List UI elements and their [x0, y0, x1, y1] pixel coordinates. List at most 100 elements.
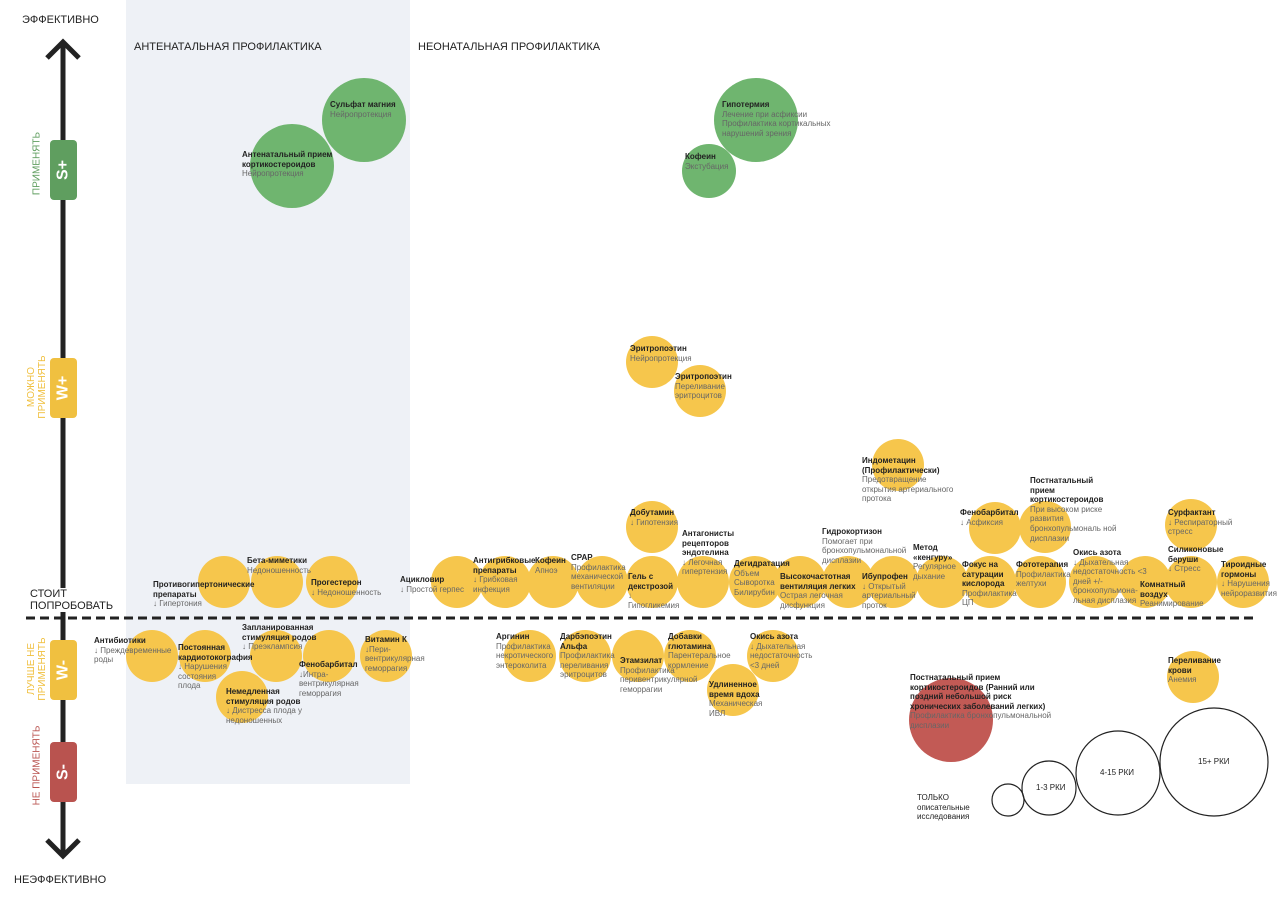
bubble-text: ↓ Дистресса плода у недоношенных — [226, 706, 303, 725]
bubble-text: ↓Интра-вентрикулярная геморрагия — [299, 669, 359, 698]
bubble — [1019, 501, 1071, 553]
bubble-label: Гель с декстрозой ↓ Гипогликемия — [628, 572, 683, 610]
bubble-label: Сурфактант ↓ Респираторный стресс — [1168, 508, 1238, 537]
bubble-text: Нейропротекция — [330, 109, 392, 119]
bubble-title: Фототерапия — [1016, 560, 1069, 569]
bubble — [126, 630, 178, 682]
bubble-title: Удлиненное время вдоха — [709, 680, 760, 699]
bubble-label: Фенобарбитал ↓ Асфиксия — [960, 508, 1020, 527]
bubble — [504, 630, 556, 682]
bubble-text: Профилактика желтухи — [1016, 569, 1071, 589]
bubble — [664, 630, 716, 682]
bubble-label: Гипотермия Лечение при асфиксии Профилакт… — [722, 100, 837, 138]
zone-badge-label: S+ — [55, 160, 72, 180]
bubble — [867, 556, 919, 608]
bubble-label: Тироидные гормоны ↓ Нарушения нейроразвит… — [1221, 560, 1279, 598]
bubble-text: Реанимирование — [1140, 599, 1204, 609]
bubble-title: Противогипертонические препараты — [153, 580, 255, 599]
bubble — [872, 439, 924, 491]
bubble — [1014, 556, 1066, 608]
bubble-text: ↓ Недоношенность — [311, 587, 382, 597]
bubble-text: Парентеральное кормление — [668, 651, 731, 670]
bubble-label: Противогипертонические препараты ↓ Гиперт… — [153, 580, 255, 609]
bubble-text: ↓ Гипогликемия — [628, 591, 680, 610]
bubble-label: Немедленная стимуляция родов ↓ Дистресса … — [226, 687, 306, 725]
bubble-label: Бета-миметики Недоношенность — [247, 556, 317, 575]
bubble — [1217, 556, 1269, 608]
bubble-text: Нейропротекция — [242, 169, 304, 179]
legend-label: 1-3 РКИ — [1036, 783, 1066, 792]
bubble — [559, 630, 611, 682]
bubble-title: Запланированная стимуляция родов — [242, 623, 317, 642]
bubble-title: Метод «кенгуру» — [913, 543, 953, 562]
bubble-label: Прогестерон ↓ Недоношенность — [311, 578, 386, 597]
bubble-label: Постнатальный прием кортикостероидов (Ра… — [910, 673, 1060, 731]
bubble-title: Фокус на сатурации кислорода — [962, 560, 1005, 589]
bubble-title: Силиконовые беруши — [1168, 545, 1224, 564]
bubble-label: Удлиненное время вдоха Механическая ИВЛ — [709, 680, 769, 718]
bubble-text: ↓ Простой герпес — [400, 584, 465, 594]
bubble-text: Помогает при бронхопульмональной дисплаз… — [822, 536, 907, 565]
bubble-text: Механическая ИВЛ — [709, 699, 763, 718]
bubble-title: Гидрокортизон — [822, 527, 883, 536]
bubble-title: Постнатальный прием кортикостероидов — [1030, 476, 1104, 505]
zone-label: ЛУЧШЕ НЕ ПРИМЕНЯТЬ — [26, 637, 48, 701]
bubble — [479, 556, 531, 608]
bubble-title: Эритропоэтин — [675, 372, 732, 381]
bubble — [216, 671, 268, 723]
zone-badge-label: S- — [55, 764, 72, 780]
bubble-label: Этамзилат Профилактика перивентрикулярной… — [620, 656, 700, 694]
bubble-label: Фототерапия Профилактика желтухи — [1016, 560, 1071, 589]
bubble — [774, 556, 826, 608]
axis-top: ЭФФЕКТИВНО — [22, 14, 99, 26]
zone-label: ПРИМЕНЯТЬ — [31, 131, 43, 196]
bubble-title: Прогестерон — [311, 578, 362, 587]
bubble — [626, 556, 678, 608]
legend-circle — [991, 783, 1025, 817]
bubble-label: Добавки глютамина Парентеральное кормлени… — [668, 632, 743, 670]
bubble-text: Нейропротекция — [630, 353, 692, 363]
bubble-title: Добутамин — [630, 508, 675, 517]
bubble — [674, 365, 726, 417]
legend-circle — [1075, 730, 1161, 816]
axis-bottom: НЕЭФФЕКТИВНО — [14, 874, 107, 886]
bubble-title: Индометацин (Профилактически) — [862, 456, 940, 475]
bubble-title: Немедленная стимуляция родов — [226, 687, 301, 706]
bubble — [916, 556, 968, 608]
bubble-label: Постоянная кардиотокография ↓ Нарушения с… — [178, 643, 253, 691]
bubble — [179, 630, 231, 682]
bubble-title: Дарбэпоэтин Альфа — [560, 632, 612, 651]
bubble-title: Фенобарбитал — [299, 660, 358, 669]
bubble-text: Профилактика механической вентиляции — [571, 562, 626, 591]
bubble-title: Переливание крови — [1168, 656, 1221, 675]
legend-label: ТОЛЬКО описательные исследования — [917, 793, 970, 822]
bubble-title: Этамзилат — [620, 656, 663, 665]
bubble-text: ↓ Нарушения нейроразвития — [1221, 579, 1277, 598]
bubble-label: Витамин К ↓Пери-вентрикулярная геморрагия — [365, 635, 430, 673]
bubble-label: Дегидратация Объем Сыворотка Билирубин — [734, 559, 790, 597]
bubble-text: Профилактика ЦП — [962, 588, 1017, 608]
bubble — [677, 556, 729, 608]
bubble-text: Предотвращение открытия артериального пр… — [862, 475, 954, 504]
bubble-text: Профилактика некротического энтероколита — [496, 641, 554, 670]
bubble-title: Аргинин — [496, 632, 530, 641]
bubble — [1119, 556, 1171, 608]
bubble-text: Переливание эритроцитов — [675, 381, 725, 401]
bubble — [969, 502, 1021, 554]
bubble-label: Окись азота ↓ Дыхательная недостаточность… — [1073, 548, 1148, 606]
bubble-text: Объем Сыворотка Билирубин — [734, 568, 775, 597]
bubble-text: ↓ Грибковая инфекция — [473, 575, 518, 594]
bubble-label: Ибупрофен ↓ Открытый артериальный проток — [862, 572, 917, 610]
legend-label: 15+ РКИ — [1198, 757, 1230, 766]
bubble-label: Силиконовые беруши ↓ Стресс — [1168, 545, 1224, 574]
bubble — [198, 556, 250, 608]
bubble — [250, 124, 334, 208]
bubble-title: Дегидратация — [734, 559, 790, 568]
bubble-label: Антагонисты рецепторов эндотелина ↓ Легоч… — [682, 529, 737, 577]
bubble-text: ↓ Легочная гипертензия — [682, 557, 728, 577]
bubble-title: Ибупрофен — [862, 572, 908, 581]
bubble-label: Эритропоэтин Нейропротекция — [630, 344, 700, 363]
bubble-label: Метод «кенгуру» Регулярное дыхание — [913, 543, 958, 581]
bubble-label: CPAP Профилактика механической вентиляции — [571, 553, 631, 591]
